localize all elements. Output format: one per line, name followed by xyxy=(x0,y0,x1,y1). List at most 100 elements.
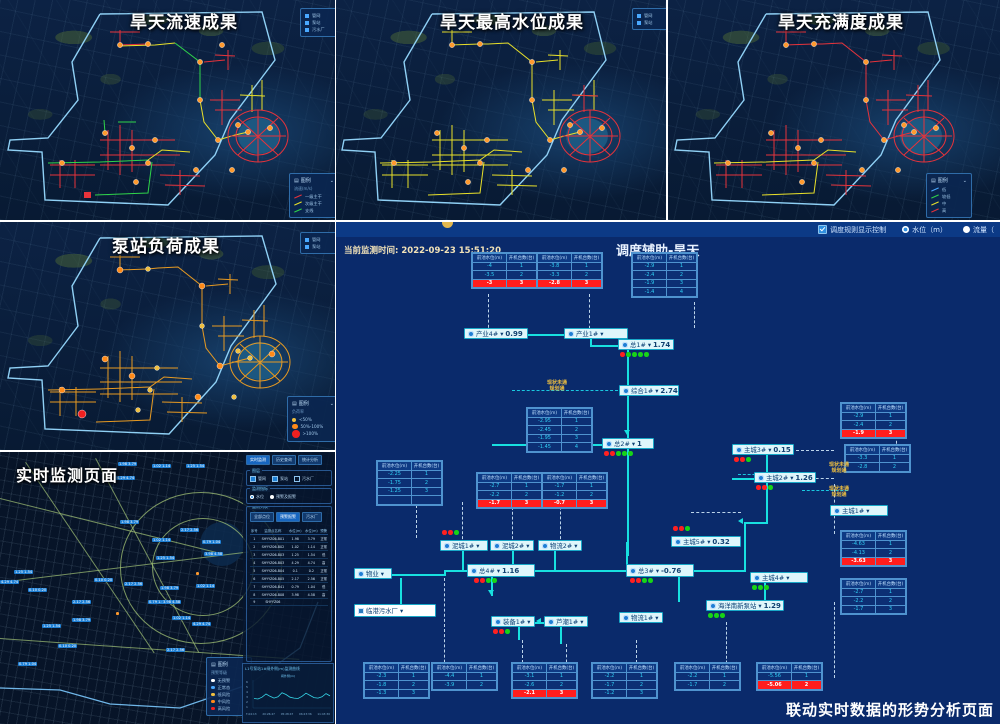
legend-layer-row[interactable]: 泵站 xyxy=(637,19,665,26)
node-zong4[interactable]: 总4# ▾ 1.16 xyxy=(467,564,535,577)
map-point-label[interactable]: 3.98 4.58 xyxy=(204,552,224,556)
node-zong2[interactable]: 总2# ▾ 1 xyxy=(602,438,654,449)
node-zhucheng2[interactable]: 主城2# ▾ 1.26 xyxy=(754,472,816,483)
map-point-label[interactable]: 4.29 4.74 xyxy=(192,622,212,626)
node-nicheng2[interactable]: 泥城2# ▾ xyxy=(490,540,534,551)
monitor-point[interactable] xyxy=(116,612,119,615)
chevron-down-icon[interactable]: ▾ xyxy=(496,566,501,575)
layer-checkbox-pumps[interactable]: 泵站 xyxy=(272,476,288,482)
map-point-label[interactable]: 1.25 1.54 xyxy=(186,464,206,468)
chevron-down-icon[interactable]: ▾ xyxy=(768,445,772,454)
tab-realtime[interactable]: 实时监测 xyxy=(246,455,270,465)
tab-history[interactable]: 历史查询 xyxy=(272,455,296,465)
map-point-label[interactable]: 4.29 4.74 xyxy=(0,580,20,584)
map-point-label[interactable]: 1.25 1.54 xyxy=(14,570,34,574)
chevron-down-icon[interactable]: ▾ xyxy=(527,617,531,626)
map-point-label[interactable]: 1.98 3.79 xyxy=(118,462,138,466)
legend-layer-row[interactable]: 污水厂 xyxy=(305,26,333,33)
node-zhuangbei1[interactable]: 装备1# ▾ xyxy=(491,616,535,627)
chevron-down-icon[interactable]: ▾ xyxy=(526,541,530,550)
map-point-label[interactable]: 0.79 1.04 xyxy=(148,600,168,604)
chevron-down-icon[interactable]: ▾ xyxy=(647,340,652,349)
list-button-all[interactable]: 全部点位 xyxy=(250,512,274,522)
map-point-label[interactable]: 0.10 0.20 xyxy=(28,588,48,592)
map-point-label[interactable]: 2.17 2.56 xyxy=(166,648,186,652)
map-point-label[interactable]: 3.98 4.58 xyxy=(162,600,182,604)
node-wuliu2[interactable]: 物流2# ▾ xyxy=(538,540,582,551)
legend-layer-row[interactable]: 泵站 xyxy=(305,19,333,26)
legend-collapse-icon[interactable]: ⌄ xyxy=(329,177,334,184)
chevron-down-icon[interactable]: ▾ xyxy=(655,566,660,575)
layer-checkbox-pipes[interactable]: 管网 xyxy=(250,476,266,482)
layer-checkbox-plants[interactable]: 污水厂 xyxy=(294,476,314,482)
table-row[interactable]: 2 SHYYZ06-B02 1.02 1.14 正常 xyxy=(250,542,328,551)
chevron-down-icon[interactable]: ▾ xyxy=(655,386,659,395)
map-point-label[interactable]: 1.25 1.54 xyxy=(42,624,62,628)
map-point-label[interactable]: 4.29 4.74 xyxy=(116,476,136,480)
node-zonghe1[interactable]: 综合1# ▾ 2.74 xyxy=(619,385,679,396)
legend-layer-row[interactable]: 管网 xyxy=(637,12,665,19)
node-zhucheng4[interactable]: 主城4# ▾ xyxy=(750,572,808,583)
chevron-down-icon[interactable]: ▾ xyxy=(655,613,659,622)
map-point-label[interactable]: 1.02 1.14 xyxy=(196,584,216,588)
indicator-radio-alarm[interactable]: 预警及报警 xyxy=(270,494,296,500)
map-point-label[interactable]: 1.98 3.79 xyxy=(160,586,180,590)
legend-layers-velocity[interactable]: 管网 泵站 污水厂 xyxy=(300,8,335,37)
map-point-label[interactable]: 1.25 1.54 xyxy=(156,556,176,560)
chevron-down-icon[interactable]: ▾ xyxy=(631,439,636,448)
map-point-label[interactable]: 2.17 2.56 xyxy=(72,600,92,604)
table-row[interactable]: 4 SHYYZ06-B03 4.29 4.74 高 xyxy=(250,558,328,567)
map-point-label[interactable]: 0.79 1.04 xyxy=(18,662,38,666)
legend-layer-row[interactable]: 管网 xyxy=(305,12,333,19)
chevron-down-icon[interactable]: ▾ xyxy=(707,537,711,546)
table-row[interactable]: 9 SHYYZ06 xyxy=(250,598,328,606)
node-lingang-plant[interactable]: 临港污水厂 ▾ xyxy=(354,604,436,617)
table-row[interactable]: 7 SHYYZ06-B41 0.79 1.04 低 xyxy=(250,582,328,591)
node-nicheng1[interactable]: 泥城1# ▾ xyxy=(440,540,488,551)
monitor-point[interactable] xyxy=(196,572,199,575)
map-point-label[interactable]: 2.17 2.56 xyxy=(180,528,200,532)
node-haiyang-pump[interactable]: 海洋南新泵站 ▾ 1.29 xyxy=(706,600,784,611)
chevron-down-icon[interactable]: ▾ xyxy=(574,541,578,550)
map-point-label[interactable]: 0.10 0.20 xyxy=(58,644,78,648)
map-point-label[interactable]: 1.02 1.14 xyxy=(172,616,192,620)
chevron-down-icon[interactable]: ▾ xyxy=(476,541,480,550)
node-chanye4[interactable]: 产业4# ▾ 0.99 xyxy=(464,328,528,339)
legend-collapse-icon[interactable]: ⌄ xyxy=(962,177,967,184)
list-button-alarm[interactable]: 预警报警 xyxy=(276,512,300,522)
map-point-label[interactable]: 0.10 0.20 xyxy=(94,578,114,582)
node-zhucheng5[interactable]: 主城5# ▾ 0.32 xyxy=(671,536,741,547)
node-zong1[interactable]: 总1# ▾ 1.74 xyxy=(618,339,674,350)
map-point-label[interactable]: 1.98 3.79 xyxy=(72,618,92,622)
map-point-label[interactable]: 1.98 3.79 xyxy=(120,520,140,524)
node-zong3[interactable]: 总3# ▾ -0.76 xyxy=(626,564,694,577)
legend-layers-pump[interactable]: 管网 泵站 xyxy=(300,232,335,254)
indicator-radio-level[interactable]: 水位 xyxy=(250,494,264,500)
table-row[interactable]: 5 SHYYZ06-B04 0.1 0.2 正常 xyxy=(250,566,328,575)
node-zhucheng1[interactable]: 主城1# ▾ xyxy=(830,505,888,516)
drag-knob[interactable] xyxy=(442,222,453,228)
table-row[interactable]: 1 SHYYZ06-B01 1.98 3.79 正常 xyxy=(250,534,328,543)
list-button-plant[interactable]: 污水厂 xyxy=(302,512,322,522)
map-point-label[interactable]: 0.79 1.04 xyxy=(202,540,222,544)
chevron-down-icon[interactable]: ▾ xyxy=(399,606,404,615)
chevron-down-icon[interactable]: ▾ xyxy=(500,329,504,338)
chevron-down-icon[interactable]: ▾ xyxy=(790,473,794,482)
rule-display-checkbox[interactable]: 调度规则显示控制 xyxy=(818,225,886,235)
chevron-down-icon[interactable]: ▾ xyxy=(786,573,790,582)
legend-layers-maxlevel[interactable]: 管网 泵站 xyxy=(632,8,666,30)
chevron-down-icon[interactable]: ▾ xyxy=(866,506,870,515)
map-point-label[interactable]: 1.02 1.14 xyxy=(152,464,172,468)
table-row[interactable]: 3 SHYYZ06-B03 1.25 1.54 低 xyxy=(250,550,328,559)
node-zhucheng3[interactable]: 主城3# ▾ 0.15 xyxy=(732,444,794,455)
node-luchao1[interactable]: 芦潮1# ▾ xyxy=(544,616,588,627)
tab-statistics[interactable]: 统计分析 xyxy=(298,455,322,465)
table-row[interactable]: 6 SHYYZ06-B05 2.17 2.56 正常 xyxy=(250,574,328,583)
chevron-down-icon[interactable]: ▾ xyxy=(380,569,384,578)
legend-layer-row[interactable]: 管网 xyxy=(305,236,333,243)
radio-water-level[interactable]: 水位（m） xyxy=(902,225,947,235)
chevron-down-icon[interactable]: ▾ xyxy=(580,617,584,626)
legend-layer-row[interactable]: 泵站 xyxy=(305,243,333,250)
legend-collapse-icon[interactable]: ⌄ xyxy=(329,400,334,407)
radio-flow[interactable]: 流量（ xyxy=(963,225,994,235)
